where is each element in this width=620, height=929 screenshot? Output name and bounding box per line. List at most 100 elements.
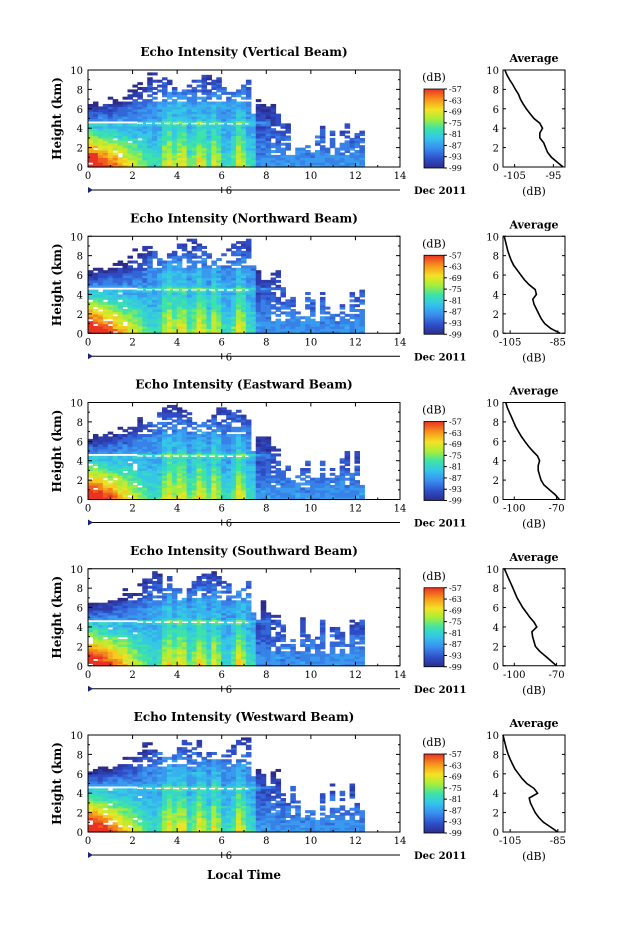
heatmap-cell xyxy=(226,277,232,281)
heatmap-cell xyxy=(147,438,153,442)
heatmap-cell xyxy=(236,118,242,122)
heatmap-cell xyxy=(280,304,286,308)
heatmap-cell xyxy=(162,465,168,469)
heatmap-cell xyxy=(122,118,129,122)
heatmap-cell xyxy=(236,309,242,313)
heatmap-cell xyxy=(142,663,148,667)
heatmap-cell xyxy=(275,118,282,122)
heatmap-cell xyxy=(102,451,109,455)
heatmap-cell xyxy=(88,448,94,452)
heatmap-cell xyxy=(240,458,247,462)
heatmap-cell xyxy=(171,407,178,411)
heatmap-cell xyxy=(137,634,143,638)
heatmap-cell xyxy=(166,484,173,488)
heatmap-cell xyxy=(260,154,267,158)
heatmap-cell xyxy=(260,472,267,476)
heatmap-cell xyxy=(344,140,351,144)
heatmap-cell xyxy=(117,142,124,146)
heatmap-cell xyxy=(245,96,252,100)
heatmap-cell xyxy=(147,255,153,259)
heatmap-cell xyxy=(166,316,173,320)
heatmap-cell xyxy=(152,436,158,440)
heatmap-cell xyxy=(245,241,252,245)
heatmap-cell xyxy=(127,289,134,293)
heatmap-cell xyxy=(157,159,163,163)
heatmap-cell xyxy=(137,328,143,332)
heatmap-cell xyxy=(191,157,198,161)
heatmap-cell xyxy=(201,275,208,279)
heatmap-cell xyxy=(186,477,193,481)
heatmap-cell xyxy=(324,323,331,327)
heatmap-cell xyxy=(324,147,331,151)
heatmap-cell xyxy=(162,484,168,488)
heatmap-cell xyxy=(201,145,208,149)
heatmap-cell xyxy=(132,301,138,305)
heatmap-cell xyxy=(152,284,158,288)
heatmap-cell xyxy=(196,607,203,611)
heatmap-cell xyxy=(275,460,282,464)
heatmap-cell xyxy=(211,455,217,459)
heatmap-cell xyxy=(354,328,360,332)
heatmap-cell xyxy=(181,313,188,317)
heatmap-cell xyxy=(122,262,129,266)
heatmap-cell xyxy=(157,622,163,626)
heatmap-cell xyxy=(211,128,217,132)
heatmap-cell xyxy=(137,123,143,127)
heatmap-cell xyxy=(137,653,143,657)
heatmap-cell xyxy=(166,626,173,630)
heatmap-cell xyxy=(305,330,311,334)
heatmap-cell xyxy=(206,480,212,484)
heatmap-cell xyxy=(260,443,267,447)
heatmap-cell xyxy=(255,130,262,134)
heatmap-cell xyxy=(127,617,134,621)
heatmap-cell xyxy=(211,451,217,455)
heatmap-cell xyxy=(112,154,119,158)
heatmap-cell xyxy=(157,438,163,442)
heatmap-cell xyxy=(221,460,227,464)
heatmap-cell xyxy=(206,306,212,310)
heatmap-cell xyxy=(221,164,227,168)
heatmap-cell xyxy=(181,597,188,601)
heatmap-cell xyxy=(181,658,188,662)
heatmap-cell xyxy=(142,600,148,604)
heatmap-cell xyxy=(181,636,188,640)
x-tick-label: 12 xyxy=(349,504,362,515)
heatmap-cell xyxy=(102,135,109,139)
heatmap-cell xyxy=(211,101,217,105)
heatmap-cell xyxy=(171,590,178,594)
heatmap-cell xyxy=(117,648,124,652)
heatmap-cell xyxy=(226,270,232,274)
heatmap-cell xyxy=(329,489,336,493)
heatmap-cell xyxy=(181,255,188,259)
heatmap-cell xyxy=(285,159,291,163)
heatmap-cell xyxy=(206,301,212,305)
heatmap-cell xyxy=(162,631,168,635)
heatmap-cell xyxy=(226,103,232,107)
heatmap-cell xyxy=(152,106,158,110)
heatmap-cell xyxy=(319,316,326,320)
heatmap-cell xyxy=(245,113,252,117)
heatmap-cell xyxy=(231,311,237,315)
average-x-label: (dB) xyxy=(522,351,546,364)
heatmap-cell xyxy=(344,318,351,322)
heatmap-cell xyxy=(102,125,109,129)
heatmap-cell xyxy=(162,629,168,633)
heatmap-cell xyxy=(147,497,153,501)
heatmap-cell xyxy=(334,482,341,486)
heatmap-cell xyxy=(191,152,198,156)
heatmap-cell xyxy=(310,321,316,325)
heatmap-cell xyxy=(152,602,158,606)
heatmap-cell xyxy=(196,576,203,580)
heatmap-cell xyxy=(201,595,208,599)
heatmap-cell xyxy=(196,434,203,438)
heatmap-cell xyxy=(186,424,193,428)
average-x-tick-label: -105 xyxy=(503,171,525,182)
heatmap-cell xyxy=(191,309,198,313)
heatmap-cell xyxy=(132,152,138,156)
heatmap-cell xyxy=(142,294,148,298)
heatmap-cell xyxy=(211,79,217,83)
heatmap-cell xyxy=(275,323,282,327)
heatmap-cell xyxy=(196,639,203,643)
heatmap-cell xyxy=(122,436,129,440)
heatmap-cell xyxy=(152,580,158,584)
